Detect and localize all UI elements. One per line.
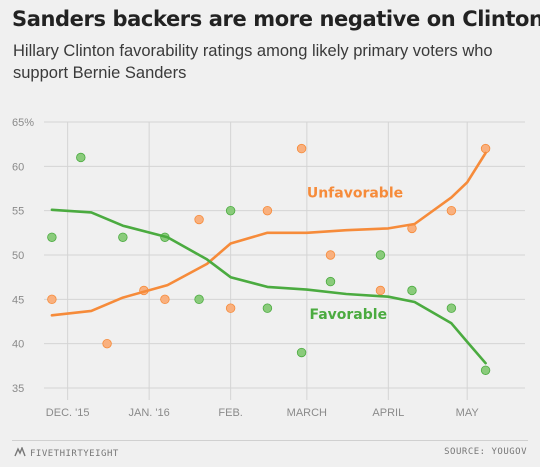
- y-tick-label: 35: [12, 383, 24, 395]
- favorable-point: [76, 152, 86, 163]
- y-tick-label: 50: [12, 250, 24, 262]
- favorable-point: [296, 347, 307, 358]
- brand-label: FIVETHIRTYEIGHT: [30, 449, 119, 459]
- favorable-point: [325, 276, 336, 287]
- source-label: SOURCE: YOUGOV: [444, 447, 527, 457]
- unfavorable-point: [296, 143, 307, 154]
- x-tick-label: DEC. '15: [46, 407, 90, 419]
- x-tick-label: APRIL: [372, 407, 404, 419]
- y-tick-label: 40: [12, 339, 24, 351]
- unfavorable-point: [480, 143, 491, 154]
- y-tick-label: 45: [12, 294, 24, 306]
- y-tick-label: 65%: [12, 117, 34, 129]
- unfavorable-point: [160, 294, 170, 305]
- unfavorable-point: [262, 205, 273, 216]
- favorable-annotation-label: Favorable: [309, 307, 387, 323]
- x-tick-label: MAY: [456, 407, 480, 419]
- favorable-point: [194, 294, 204, 305]
- unfavorable-point: [325, 250, 336, 260]
- unfavorable-point: [225, 303, 236, 313]
- favorable-trend-line: [50, 208, 487, 365]
- fivethirtyeight-icon: [14, 447, 26, 457]
- unfavorable-point: [446, 205, 457, 216]
- unfavorable-trend-line: [50, 151, 487, 317]
- y-tick-label: 55: [12, 206, 24, 218]
- x-tick-label: JAN. '16: [129, 407, 170, 419]
- chart-subtitle: Hillary Clinton favorability ratings amo…: [13, 42, 493, 82]
- favorable-point: [407, 285, 417, 296]
- chart-title: Sanders backers are more negative on Cli…: [12, 7, 540, 31]
- x-tick-label: FEB.: [218, 407, 242, 419]
- favorable-point: [225, 205, 236, 216]
- unfavorable-point: [194, 214, 204, 225]
- favorable-point: [262, 303, 273, 313]
- favorable-point: [118, 232, 128, 242]
- x-tick-label: MARCH: [287, 407, 327, 419]
- favorable-point: [47, 232, 57, 242]
- footer-divider: [12, 440, 528, 441]
- unfavorable-point: [47, 294, 57, 305]
- unfavorable-point: [102, 338, 112, 349]
- unfavorable-point: [375, 285, 386, 296]
- y-tick-label: 60: [12, 161, 24, 173]
- unfavorable-annotation-label: Unfavorable: [307, 185, 403, 201]
- favorable-point: [480, 365, 491, 375]
- brand-logo: FIVETHIRTYEIGHT: [14, 447, 119, 459]
- favorable-point: [446, 303, 457, 313]
- favorable-point: [375, 250, 386, 260]
